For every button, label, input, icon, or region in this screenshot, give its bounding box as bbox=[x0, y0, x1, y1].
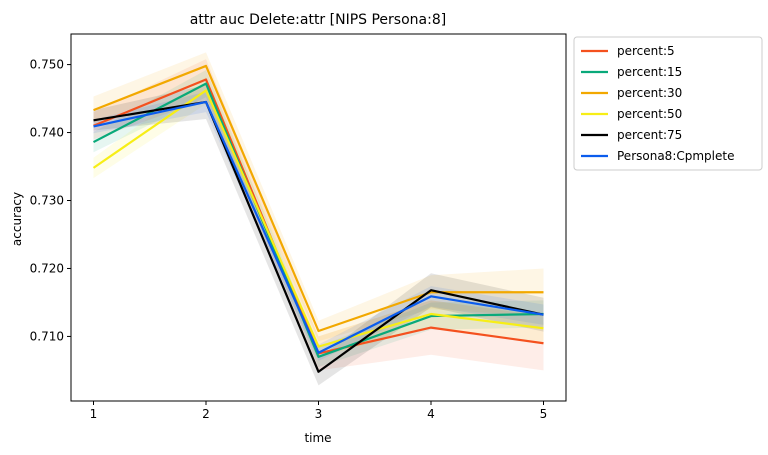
legend-label: percent:5 bbox=[617, 44, 675, 58]
x-axis-ticks: 1 2 3 4 5 bbox=[90, 401, 548, 421]
y-tick-label: 0.710 bbox=[30, 329, 64, 343]
legend-frame bbox=[573, 36, 763, 171]
x-axis-label: time bbox=[304, 431, 331, 445]
band-5 bbox=[93, 91, 544, 361]
band-3 bbox=[93, 76, 544, 357]
y-tick-label: 0.730 bbox=[30, 194, 64, 208]
legend: percent:5 percent:15 percent:30 percent:50 p… bbox=[573, 36, 763, 171]
series-lines bbox=[92, 64, 544, 373]
x-tick-label: 2 bbox=[202, 407, 210, 421]
legend-label: percent:30 bbox=[617, 86, 682, 100]
x-tick-label: 3 bbox=[315, 407, 323, 421]
x-tick-label: 1 bbox=[90, 407, 98, 421]
legend-label: percent:50 bbox=[617, 107, 682, 121]
band-4 bbox=[93, 84, 544, 386]
confidence-bands bbox=[93, 52, 544, 386]
legend-label: percent:75 bbox=[617, 128, 682, 142]
band-2 bbox=[93, 52, 544, 342]
x-tick-label: 4 bbox=[427, 407, 435, 421]
legend-label: percent:15 bbox=[617, 65, 682, 79]
y-tick-label: 0.740 bbox=[30, 126, 64, 140]
y-axis-ticks: 0.710 0.720 0.730 0.740 0.750 bbox=[30, 58, 71, 343]
y-tick-label: 0.720 bbox=[30, 261, 64, 275]
y-axis-label: accuracy bbox=[10, 192, 24, 246]
x-tick-label: 5 bbox=[540, 407, 548, 421]
band-0 bbox=[93, 59, 544, 371]
y-tick-label: 0.750 bbox=[30, 58, 64, 72]
chart-title: attr auc Delete:attr [NIPS Persona:8] bbox=[190, 12, 446, 28]
legend-label: Persona8:Cpmplete bbox=[617, 149, 734, 163]
